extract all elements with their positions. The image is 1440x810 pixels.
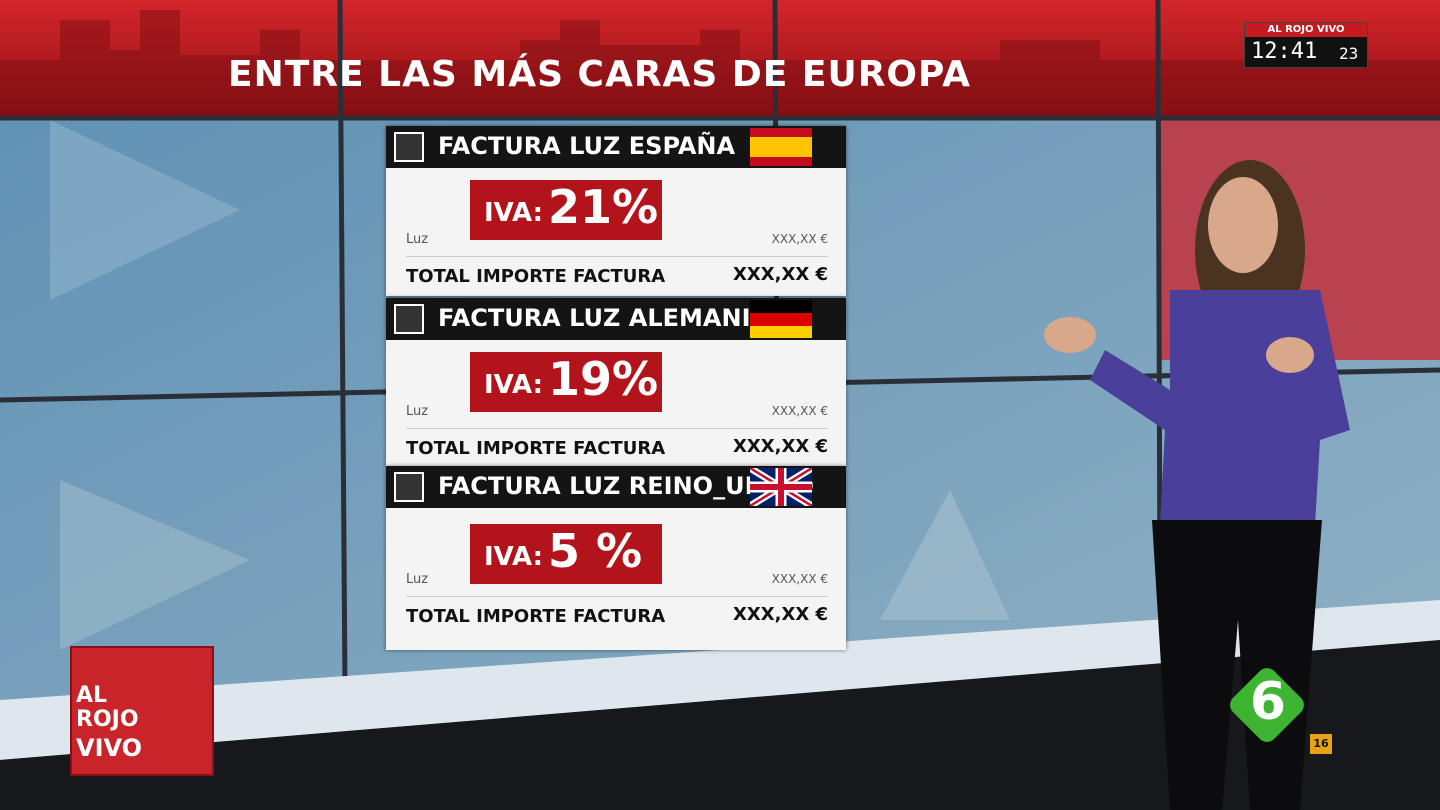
- bill-icon: [394, 304, 424, 334]
- clock: AL ROJO VIVO 12:41 23: [1244, 22, 1368, 68]
- rating: 16: [1310, 734, 1332, 754]
- iva-value: 21%: [548, 180, 659, 234]
- iva-value: 19%: [548, 352, 659, 406]
- clock-seconds: 23: [1339, 44, 1359, 63]
- total-label: TOTAL IMPORTE FACTURA: [406, 438, 666, 459]
- channel-name: 6: [1249, 672, 1287, 732]
- card-header: FACTURA LUZ ALEMANIA: [386, 298, 846, 340]
- card-header: FACTURA LUZ REINO_UNIDO: [386, 465, 846, 509]
- logo-line2: VIVO: [76, 734, 143, 762]
- logo-line1: AL ROJO: [76, 683, 139, 732]
- line-label: Luz: [406, 232, 429, 247]
- iva-value: 5 %: [548, 524, 643, 578]
- clock-time: 12:41: [1251, 39, 1318, 64]
- iva-box: IVA: 5 %: [470, 524, 662, 584]
- divider: [406, 596, 828, 597]
- bill-card: FACTURA LUZ REINO_UNIDO IVA: 5 % Luz XXX,XX …: [386, 465, 846, 650]
- divider: [406, 428, 828, 429]
- divider: [406, 256, 828, 257]
- total-amount: XXX,XX €: [732, 436, 828, 457]
- iva-label: IVA:: [484, 198, 544, 228]
- flag: [750, 300, 812, 338]
- bill-icon: [394, 132, 424, 162]
- total-amount: XXX,XX €: [732, 604, 828, 625]
- line-amount: XXX,XX €: [771, 232, 828, 246]
- line-label: Luz: [406, 572, 429, 587]
- total-label: TOTAL IMPORTE FACTURA: [406, 606, 666, 627]
- iva-label: IVA:: [484, 542, 544, 572]
- card-header: FACTURA LUZ ESPAÑA: [386, 126, 846, 168]
- bill-icon: [394, 472, 424, 502]
- line-amount: XXX,XX €: [771, 404, 828, 418]
- flag: [748, 465, 814, 509]
- card-title: FACTURA LUZ ALEMANIA: [438, 304, 770, 332]
- iva-box: IVA: 19%: [470, 352, 662, 412]
- iva-label: IVA:: [484, 370, 544, 400]
- line-label: Luz: [406, 404, 429, 419]
- card-title: FACTURA LUZ ESPAÑA: [438, 132, 736, 160]
- title: ENTRE LAS MÁS CARAS DE EUROPA: [228, 54, 971, 95]
- total-amount: XXX,XX €: [732, 264, 828, 285]
- logo: AL ROJO VIVO: [70, 646, 214, 776]
- clock-brand: AL ROJO VIVO: [1245, 23, 1367, 37]
- iva-box: IVA: 21%: [470, 180, 662, 240]
- total-label: TOTAL IMPORTE FACTURA: [406, 266, 666, 287]
- bill-card: FACTURA LUZ ALEMANIA IVA: 19% Luz XXX,XX € TO…: [386, 298, 846, 466]
- bill-card: FACTURA LUZ ESPAÑA IVA: 21% Luz XXX,XX € TOTA…: [386, 126, 846, 296]
- flag: [750, 128, 812, 166]
- line-amount: XXX,XX €: [771, 572, 828, 586]
